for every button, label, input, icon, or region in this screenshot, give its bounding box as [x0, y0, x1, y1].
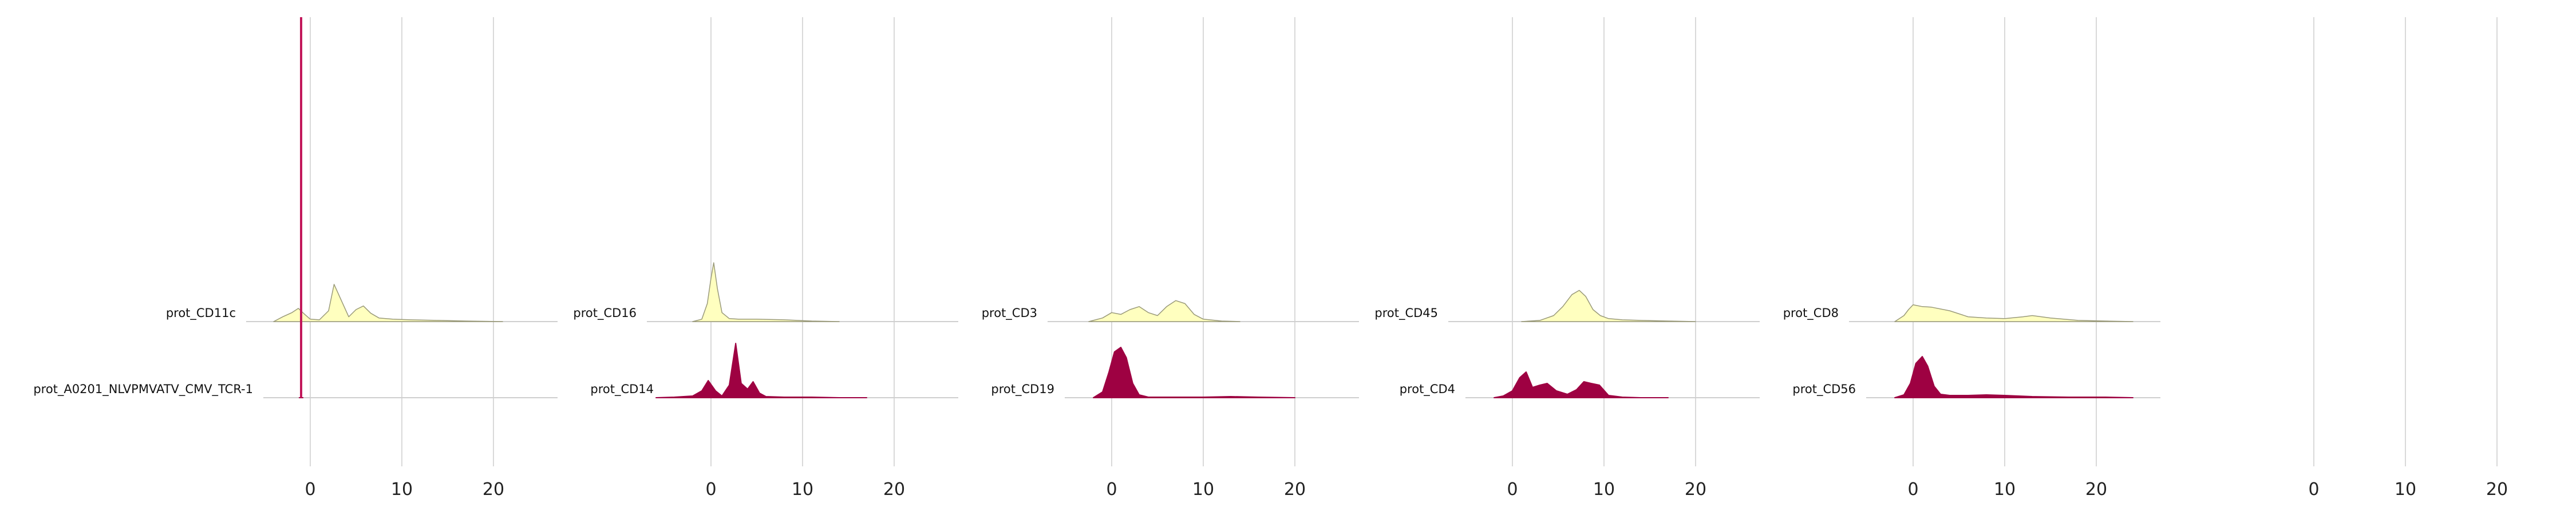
panel-2: 0 10 20 prot_CD16 prot_CD14	[573, 17, 958, 500]
density-prot_CD45	[1521, 290, 1696, 322]
density-prot_CD56	[1894, 356, 2134, 398]
series-label: prot_CD45	[1374, 306, 1438, 320]
density-prot_CD19	[1093, 347, 1295, 398]
x-tick-label-0: 0	[705, 480, 716, 500]
series-label: prot_CD3	[982, 306, 1037, 320]
x-tick-label-10: 10	[1593, 480, 1615, 500]
x-tick-label-10: 10	[1994, 480, 2016, 500]
x-tick-label-10: 10	[2395, 480, 2416, 500]
x-tick-label-20: 20	[2486, 480, 2508, 500]
series-label: prot_CD8	[1783, 306, 1839, 320]
x-tick-label-10: 10	[391, 480, 413, 500]
panel-4: 0 10 20 prot_CD45 prot_CD4	[1374, 17, 1760, 500]
x-tick-label-20: 20	[1685, 480, 1706, 500]
series-label: prot_A0201_NLVPMVATV_CMV_TCR-1	[33, 382, 253, 397]
density-prot_CD11c	[273, 284, 503, 322]
x-tick-label-0: 0	[1106, 480, 1117, 500]
x-tick-label-0: 0	[1507, 480, 1518, 500]
panel-1: 0 10 20 prot_CD11c prot_A0201_NLVPMVATV_CMV_…	[33, 17, 558, 500]
series-label: prot_CD11c	[166, 306, 236, 320]
x-tick-label-10: 10	[1192, 480, 1214, 500]
x-tick-label-20: 20	[2085, 480, 2107, 500]
x-tick-label-20: 20	[483, 480, 504, 500]
series-label: prot_CD19	[991, 382, 1054, 397]
series-label: prot_CD56	[1792, 382, 1856, 397]
series-label: prot_CD14	[590, 382, 654, 397]
series-label: prot_CD4	[1400, 382, 1455, 397]
density-prot_CD4	[1494, 371, 1669, 398]
x-tick-label-0: 0	[2308, 480, 2319, 500]
density-prot_CD8	[1894, 304, 2134, 322]
panel-5: 0 10 20 prot_CD8 prot_CD56	[1783, 17, 2160, 500]
x-tick-label-0: 0	[1907, 480, 1918, 500]
x-tick-label-20: 20	[883, 480, 905, 500]
density-prot_CD14	[655, 343, 867, 398]
x-tick-label-0: 0	[305, 480, 315, 500]
panel-3: 0 10 20 prot_CD3 prot_CD19	[982, 17, 1359, 500]
x-tick-label-20: 20	[1284, 480, 1306, 500]
panel-6: 0 10 20	[2308, 17, 2508, 500]
x-tick-label-10: 10	[792, 480, 813, 500]
series-label: prot_CD16	[573, 306, 637, 320]
density-prot_CD16	[692, 262, 840, 322]
density-prot_CD3	[1088, 300, 1240, 322]
